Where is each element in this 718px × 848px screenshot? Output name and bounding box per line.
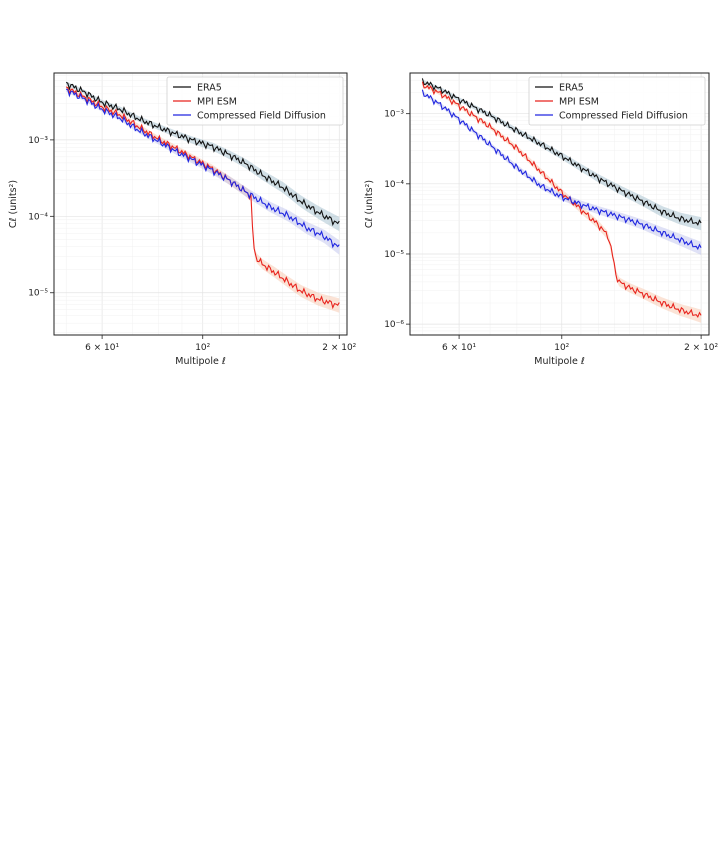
legend-box (528, 76, 706, 126)
legend-label-compressed-field-diffusion: Compressed Field Diffusion (197, 111, 326, 122)
legend: ERA5 MPI ESM Compressed Field Diffusion (528, 76, 706, 126)
y-axis-label: Cℓ (units²) (364, 180, 375, 228)
band-era5 (66, 81, 340, 232)
right-chart-panel: 6 × 10¹ 10² 2 × 10² 10⁻⁶ 10⁻⁵ 10⁻⁴ 10⁻³ Multipo… (364, 72, 718, 367)
legend-label-era5: ERA5 (559, 83, 584, 94)
y-tick-label: 10⁻³ (384, 110, 404, 120)
x-tick-label: 2 × 10² (684, 343, 718, 353)
y-tick-label: 10⁻³ (28, 136, 48, 146)
y-tick-label: 10⁻⁴ (384, 180, 404, 190)
x-tick-label: 10² (195, 343, 210, 353)
plot-frame (409, 72, 710, 336)
legend-label-mpi-esm: MPI ESM (197, 97, 237, 108)
series-line-compressed-field-diffusion (65, 88, 340, 249)
band-mpi-esm (66, 85, 340, 313)
x-tick-label: 6 × 10¹ (85, 343, 119, 353)
legend-label-era5: ERA5 (197, 83, 222, 94)
y-tick-label: 10⁻⁶ (384, 320, 404, 330)
y-tick-label: 10⁻⁵ (384, 250, 404, 260)
x-axis-label: Multipole ℓ (175, 356, 226, 367)
series-line-era5 (421, 78, 702, 226)
y-tick-label: 10⁻⁵ (28, 289, 48, 299)
legend-box (166, 76, 344, 126)
band-compressed-field-diffusion (422, 90, 702, 255)
series-line-mpi-esm (65, 86, 340, 310)
legend-label-mpi-esm: MPI ESM (559, 97, 599, 108)
y-tick-label: 10⁻⁴ (28, 212, 48, 222)
left-chart-panel: 6 × 10¹ 10² 2 × 10² 10⁻⁵ 10⁻⁴ 10⁻³ Multipole ℓ… (8, 72, 357, 367)
series-line-mpi-esm (421, 81, 702, 319)
band-compressed-field-diffusion (66, 88, 340, 255)
x-axis-label: Multipole ℓ (534, 356, 585, 367)
plot-frame (53, 72, 348, 336)
y-axis-label: Cℓ (units²) (8, 180, 19, 228)
series-line-era5 (65, 81, 340, 227)
legend-label-compressed-field-diffusion: Compressed Field Diffusion (559, 111, 688, 122)
x-tick-label: 10² (554, 343, 569, 353)
x-tick-label: 6 × 10¹ (442, 343, 476, 353)
legend: ERA5 MPI ESM Compressed Field Diffusion (166, 76, 344, 126)
x-tick-label: 2 × 10² (322, 343, 356, 353)
series-line-compressed-field-diffusion (421, 89, 702, 251)
